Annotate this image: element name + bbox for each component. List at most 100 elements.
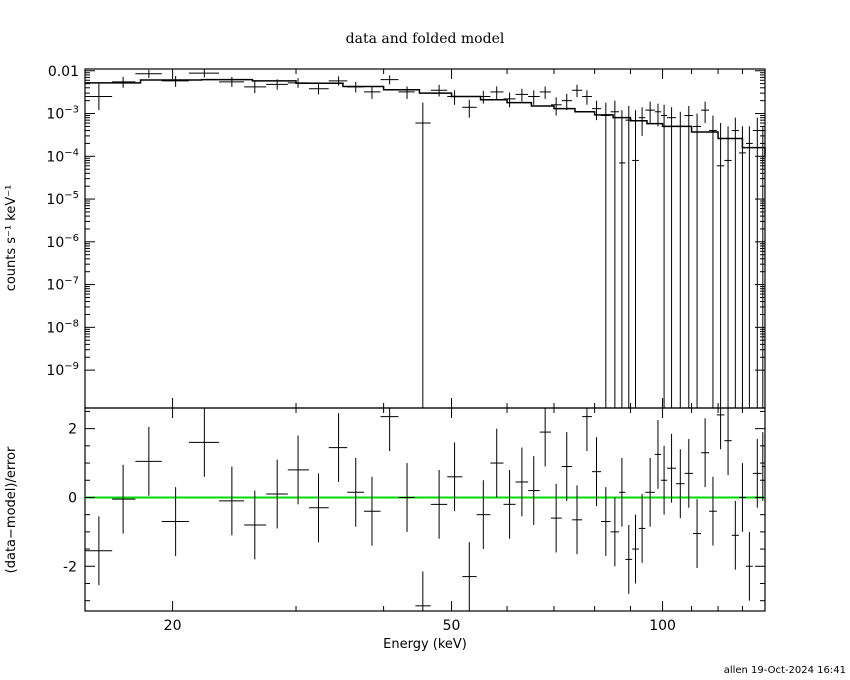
spectrum-data-point xyxy=(610,100,620,408)
residual-data-point xyxy=(601,487,611,556)
residual-data-point xyxy=(447,442,463,512)
spectrum-data-point xyxy=(462,99,477,118)
spectrum-data-point xyxy=(266,79,288,90)
y-tick-label: 10−6 xyxy=(46,233,79,251)
spectrum-data-point xyxy=(716,123,725,408)
residual-data-point xyxy=(380,408,399,452)
residual-data-point xyxy=(398,463,415,532)
residual-data-point xyxy=(462,542,477,611)
residual-tick-label: 2 xyxy=(68,422,77,438)
spectrum-data-point xyxy=(380,75,399,85)
spectrum-data-point xyxy=(503,92,516,108)
spectrum-data-point xyxy=(661,104,668,408)
spectrum-data-point xyxy=(684,106,693,408)
residual-data-point xyxy=(347,457,364,527)
residual-data-point xyxy=(476,480,491,550)
y-tick-label: 10−3 xyxy=(46,105,79,123)
residual-data-point xyxy=(752,438,762,508)
spectrum-data-point xyxy=(188,69,220,78)
spectrum-data-point xyxy=(363,86,381,99)
spectrum-data-point xyxy=(328,76,348,86)
spectrum-data-point xyxy=(745,126,753,408)
spectrum-data-points xyxy=(85,69,765,408)
residual-data-point xyxy=(645,457,655,527)
residual-data-point xyxy=(654,420,662,489)
spectrum-data-point xyxy=(752,117,762,408)
timestamp-footer: allen 19-Oct-2024 16:41 xyxy=(724,665,846,676)
y-tick-label: 10−9 xyxy=(46,361,79,379)
residual-data-point xyxy=(572,485,583,555)
spectrum-data-point xyxy=(539,86,551,99)
residual-data-point xyxy=(188,408,220,477)
spectrum-y-axis-label: counts s⁻¹ keV⁻¹ xyxy=(4,185,19,292)
spectrum-data-point xyxy=(430,84,448,97)
residual-data-point xyxy=(692,499,702,568)
residual-data-point xyxy=(667,433,676,503)
residual-data-point xyxy=(761,432,765,501)
residual-data-point xyxy=(490,428,504,498)
spectrum-data-point xyxy=(347,81,364,93)
y-tick-label: 10−5 xyxy=(46,190,79,208)
spectrum-panel: 0.01 10−3 10−4 10−5 10−6 10−7 10−8 10−9 counts … xyxy=(4,64,766,409)
residual-data-point xyxy=(638,494,646,563)
y-tick-label: 0.01 xyxy=(48,64,79,80)
residual-data-point xyxy=(135,426,162,496)
spectrum-data-point xyxy=(709,115,717,408)
residual-data-point xyxy=(724,408,732,476)
residual-data-point xyxy=(731,500,739,570)
spectrum-data-point xyxy=(561,93,573,111)
spectrum-data-point xyxy=(219,76,245,87)
residual-data-point xyxy=(415,571,431,611)
energy-x-axis: 20 50 100 xyxy=(164,408,766,634)
residual-y-axis: -2 0 2 xyxy=(63,410,765,602)
spectrum-data-point xyxy=(761,126,765,408)
spectrum-data-point xyxy=(85,83,113,111)
folded-model-line xyxy=(85,78,766,157)
spectrum-data-point xyxy=(638,107,646,136)
spectrum-data-point xyxy=(244,81,267,94)
spectrum-data-point xyxy=(645,101,655,124)
spectrum-data-point xyxy=(632,110,639,408)
residual-data-point xyxy=(591,437,602,507)
residual-data-point xyxy=(709,476,717,546)
residual-data-points xyxy=(85,408,765,611)
spectrum-data-point xyxy=(515,88,529,102)
residual-data-point xyxy=(550,483,562,553)
residual-data-point xyxy=(661,445,668,515)
residual-data-point xyxy=(430,469,448,539)
residual-tick-label: -2 xyxy=(63,559,77,575)
spectrum-data-point xyxy=(447,90,463,105)
spectrum-data-point xyxy=(625,106,633,408)
chart-title: data and folded model xyxy=(346,31,505,47)
residual-data-point xyxy=(363,476,381,546)
residual-tick-label: 0 xyxy=(68,490,77,506)
spectrum-plot-frame xyxy=(84,68,766,409)
spectrum-data-point xyxy=(308,83,329,95)
residual-data-point xyxy=(112,464,136,534)
spectrum-data-point xyxy=(490,86,504,99)
spectrum-data-point xyxy=(738,126,746,408)
residual-data-point xyxy=(619,457,626,527)
residual-data-point xyxy=(701,418,710,488)
residual-data-point xyxy=(610,497,620,567)
residual-data-point xyxy=(287,435,309,505)
residual-data-point xyxy=(738,463,746,532)
spectrum-data-point xyxy=(701,101,710,124)
x-tick-label: 50 xyxy=(443,618,461,634)
spectrum-x-ticks xyxy=(172,69,766,408)
y-tick-label: 10−4 xyxy=(46,147,79,165)
x-tick-label: 20 xyxy=(164,618,182,634)
spectrum-data-point xyxy=(161,75,189,87)
residual-data-point xyxy=(266,459,288,529)
spectrum-data-point xyxy=(287,78,309,88)
spectrum-data-point xyxy=(675,111,685,408)
residual-data-point xyxy=(161,487,189,556)
spectrum-data-point xyxy=(601,102,611,408)
spectrum-data-point xyxy=(619,110,626,408)
residual-data-point xyxy=(515,447,529,517)
residual-data-point xyxy=(675,449,685,519)
spectrum-data-point xyxy=(415,102,431,408)
residual-data-point xyxy=(328,413,348,482)
residual-data-point xyxy=(561,432,573,501)
